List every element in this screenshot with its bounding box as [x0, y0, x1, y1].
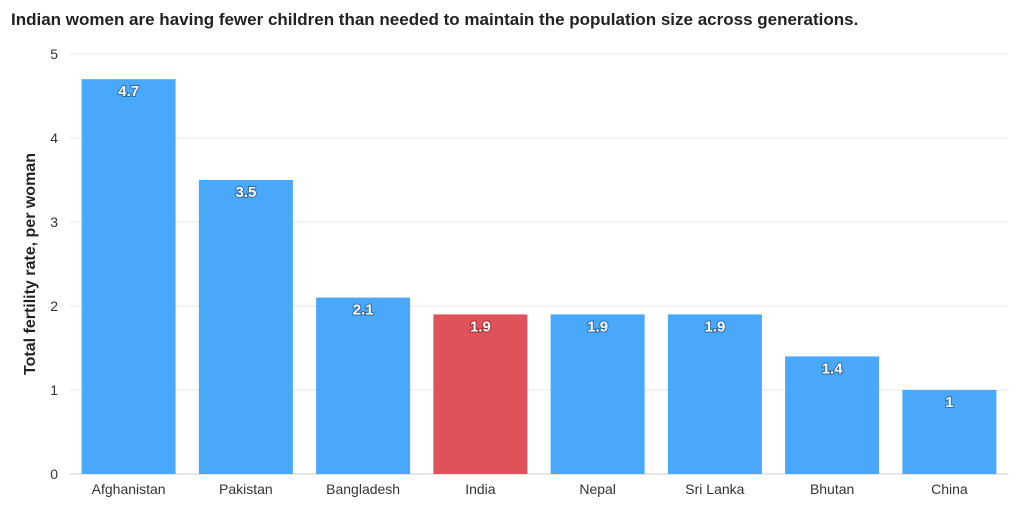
data-label: 2.1	[353, 302, 374, 319]
x-category-label: Bangladesh	[326, 481, 400, 497]
bar-china	[902, 390, 997, 474]
bar-pakistan	[198, 180, 293, 474]
y-tick-label: 1	[50, 382, 58, 398]
y-tick-label: 3	[50, 214, 58, 230]
y-tick-label: 2	[50, 298, 58, 314]
x-category-label: Pakistan	[219, 481, 273, 497]
x-category-label: Afghanistan	[92, 481, 166, 497]
data-label: 1.9	[587, 318, 608, 335]
y-tick-label: 0	[50, 466, 58, 482]
bar-bangladesh	[316, 297, 411, 474]
x-category-label: China	[931, 481, 968, 497]
bars: 4.7 3.5 2.1 1.9 1.9 1.9 1.4 1	[81, 79, 997, 474]
x-category-label: Bhutan	[810, 481, 854, 497]
y-axis-title: Total fertility rate, per woman	[22, 153, 39, 375]
bar-india	[433, 314, 528, 474]
data-label: 1.9	[704, 318, 725, 335]
y-tick-label: 4	[50, 130, 58, 146]
x-category-label: India	[465, 481, 496, 497]
x-category-label: Nepal	[579, 481, 616, 497]
bar-bhutan	[785, 356, 880, 474]
bar-sri-lanka	[667, 314, 762, 474]
data-label: 1	[945, 394, 953, 411]
y-axis-ticks: 0 1 2 3 4 5	[50, 46, 58, 482]
data-label: 3.5	[235, 184, 256, 201]
data-label: 4.7	[118, 83, 139, 100]
bar-nepal	[550, 314, 645, 474]
chart-title: Indian women are having fewer children t…	[11, 10, 859, 29]
x-axis-labels: Afghanistan Pakistan Bangladesh India Nepal S…	[92, 481, 968, 497]
bar-afghanistan	[81, 79, 176, 474]
data-label: 1.9	[470, 318, 491, 335]
x-category-label: Sri Lanka	[685, 481, 744, 497]
y-tick-label: 5	[50, 46, 58, 62]
data-label: 1.4	[822, 360, 844, 377]
